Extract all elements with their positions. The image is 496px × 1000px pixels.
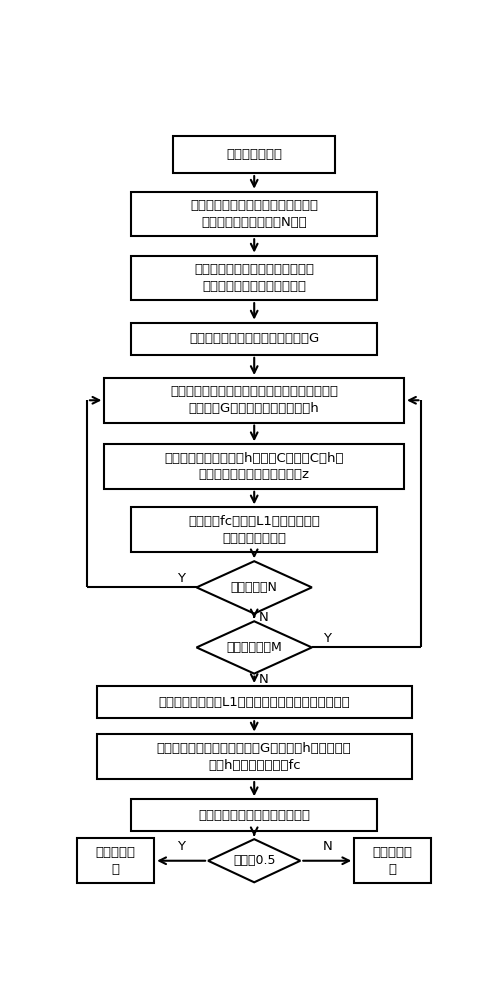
Text: 输出训练好的基于L1正则约束的深度多示例学习网络: 输出训练好的基于L1正则约束的深度多示例学习网络 — [158, 696, 350, 709]
Text: N: N — [259, 611, 269, 624]
Text: 训练次数＜N: 训练次数＜N — [231, 581, 278, 594]
FancyBboxPatch shape — [77, 838, 154, 883]
Text: 将测试集的像素点输入到网络G得到特征h，然后直接
特征h输入到检测网络fc: 将测试集的像素点输入到网络G得到特征h，然后直接 特征h输入到检测网络fc — [157, 742, 352, 772]
FancyBboxPatch shape — [131, 799, 377, 831]
Text: Y: Y — [177, 572, 185, 585]
Text: 根据自注意力机制计算h的权重C，并将C与h进
行加权计算得到的代表性特征z: 根据自注意力机制计算h的权重C，并将C与h进 行加权计算得到的代表性特征z — [165, 452, 344, 482]
Text: Y: Y — [323, 632, 331, 645]
FancyBboxPatch shape — [131, 256, 377, 300]
FancyBboxPatch shape — [104, 378, 404, 423]
Text: 输入高光谱图像: 输入高光谱图像 — [226, 148, 282, 161]
Polygon shape — [208, 839, 301, 882]
Text: N: N — [322, 840, 332, 853]
Text: 总迭代次数＜M: 总迭代次数＜M — [226, 641, 282, 654]
Polygon shape — [196, 561, 312, 614]
FancyBboxPatch shape — [97, 686, 412, 718]
Text: N: N — [259, 673, 269, 686]
Text: 划分为训练集和测试集，并构造正包
和负包，训练集共分为N个包: 划分为训练集和测试集，并构造正包 和负包，训练集共分为N个包 — [190, 199, 318, 229]
FancyBboxPatch shape — [104, 444, 404, 489]
Polygon shape — [196, 621, 312, 674]
FancyBboxPatch shape — [174, 136, 335, 173]
Text: 像素点为背
景: 像素点为背 景 — [96, 846, 136, 876]
FancyBboxPatch shape — [131, 507, 377, 552]
Text: 包中每个示例的光谱特征分别简化
为对应的一个一维的方块序列: 包中每个示例的光谱特征分别简化 为对应的一个一维的方块序列 — [194, 263, 314, 293]
Text: 搭建多示例深度卷积特征提取网络G: 搭建多示例深度卷积特征提取网络G — [189, 332, 319, 345]
FancyBboxPatch shape — [354, 838, 431, 883]
Text: Y: Y — [177, 840, 185, 853]
Text: 输出各个像素点属于目标的概率: 输出各个像素点属于目标的概率 — [198, 809, 310, 822]
Text: 检测网络fc和基于L1正则约束的深
度多示例学习网络: 检测网络fc和基于L1正则约束的深 度多示例学习网络 — [188, 515, 320, 545]
FancyBboxPatch shape — [97, 734, 412, 779]
FancyBboxPatch shape — [131, 192, 377, 236]
Text: 将包中一维方块序列输入到多示例深度卷积特征
提取网络G中，得到一维向量特征h: 将包中一维方块序列输入到多示例深度卷积特征 提取网络G中，得到一维向量特征h — [170, 385, 338, 415]
Text: 输出＜0.5: 输出＜0.5 — [233, 854, 275, 867]
Text: 像素点为目
标: 像素点为目 标 — [372, 846, 413, 876]
FancyBboxPatch shape — [131, 323, 377, 355]
